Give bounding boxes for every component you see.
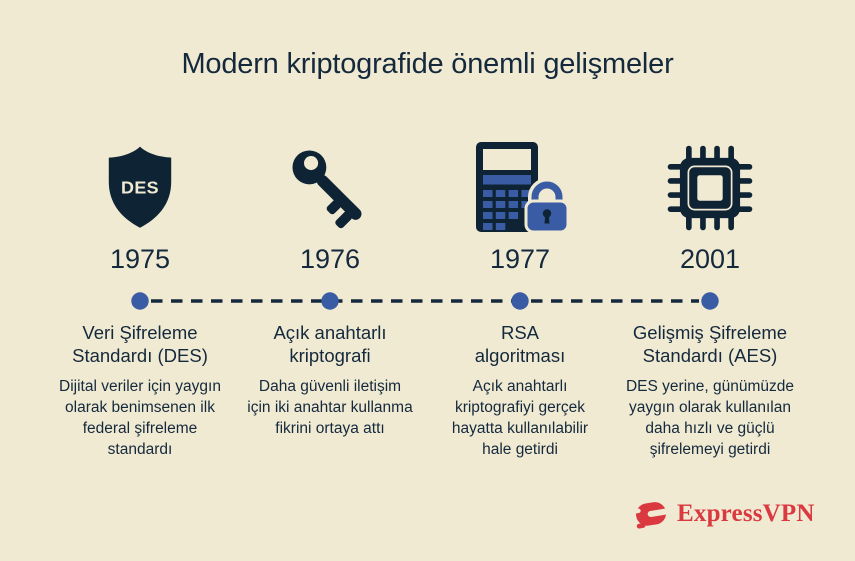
event-year: 2001: [679, 244, 741, 274]
timeline-dot-1975: [131, 292, 149, 310]
event-year: 1975: [109, 244, 171, 274]
event-text-block: Gelişmiş Şifreleme Standardı (AES) DES y…: [615, 321, 805, 460]
expressvpn-mark-icon: [633, 502, 668, 529]
padlock: [524, 178, 570, 234]
event-text-block: Veri Şifreleme Standardı (DES) Dijital v…: [45, 321, 235, 460]
microchip-icon: [667, 145, 753, 231]
event-heading: RSA algoritması: [474, 322, 566, 367]
event-text-block: Açık anahtarlı kriptografi Daha güvenli …: [235, 321, 425, 460]
event-text-row: Veri Şifreleme Standardı (DES) Dijital v…: [45, 321, 805, 460]
shield-label: DES: [121, 177, 159, 197]
event-description: DES yerine, günümüzde yaygın olarak kull…: [625, 377, 794, 458]
event-icon-cell: DES: [45, 138, 235, 238]
des-shield-icon: DES: [108, 146, 172, 228]
timeline-dot-1977: [511, 292, 529, 310]
event-heading: Veri Şifreleme Standardı (DES): [72, 322, 208, 367]
icon-row: DES: [45, 138, 805, 238]
event-heading: Açık anahtarlı kriptografi: [273, 322, 387, 367]
expressvpn-logo: ExpressVPN: [633, 496, 815, 531]
expressvpn-wordmark: ExpressVPN: [677, 499, 815, 527]
event-description: Dijital veriler için yaygın olarak benim…: [59, 377, 221, 458]
timeline-track: [131, 292, 719, 310]
key-icon: [292, 150, 362, 229]
event-text-block: RSA algoritması Açık anahtarlı kriptogra…: [425, 321, 615, 460]
event-heading: Gelişmiş Şifreleme Standardı (AES): [632, 322, 788, 367]
event-year: 1977: [489, 244, 551, 274]
event-description: Açık anahtarlı kriptografiyi gerçek haya…: [451, 377, 589, 458]
timeline-dot-1976: [321, 292, 339, 310]
event-icon-cell: [425, 138, 615, 238]
event-description: Daha güvenli iletişim için iki anahtar k…: [247, 377, 413, 437]
event-year: 1976: [299, 244, 361, 274]
timeline-dot-2001: [701, 292, 719, 310]
page-title: Modern kriptografide önemli gelişmeler: [181, 48, 674, 80]
event-icon-cell: [615, 138, 805, 238]
calculator-lock-icon: [476, 142, 570, 234]
year-row: 1975 1976 1977 2001: [45, 244, 805, 275]
event-icon-cell: [235, 138, 425, 238]
